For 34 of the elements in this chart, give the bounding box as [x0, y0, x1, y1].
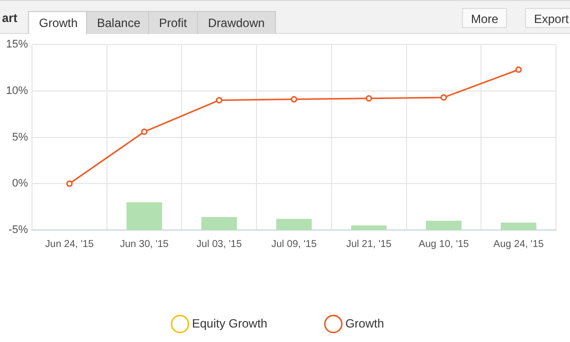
x-tick-label: Aug 10, '15 — [418, 238, 470, 250]
legend-label: Equity Growth — [192, 316, 268, 330]
point — [141, 128, 148, 135]
point — [216, 96, 222, 104]
y-tick-label: 15% — [6, 38, 28, 51]
y-tick-label: 0% — [12, 178, 28, 190]
y-tick-label: -5% — [8, 224, 28, 236]
x-tick-label: Jul 03, '15 — [196, 238, 242, 250]
text: Growth — [28, 11, 89, 34]
text: Drawdown — [197, 11, 276, 34]
text: Profit — [148, 11, 198, 34]
point — [366, 95, 372, 102]
chart-title: art — [2, 11, 18, 25]
bar — [201, 217, 237, 230]
y-tick-label: 10% — [6, 84, 28, 97]
point — [66, 180, 73, 187]
y-tick-label: 5% — [12, 131, 28, 144]
x-tick-label: Aug 24, '15 — [493, 238, 544, 250]
bar — [126, 202, 162, 230]
x-tick-label: Jun 30, '15 — [120, 238, 170, 250]
point — [440, 94, 447, 101]
text: More — [462, 8, 508, 28]
bar — [276, 218, 312, 230]
text: Export — [525, 8, 570, 28]
point — [290, 96, 298, 103]
x-tick-label: Jul 09, '15 — [271, 238, 318, 250]
bar — [351, 225, 387, 230]
bar — [500, 222, 536, 230]
x-tick-label: Jun 24, '15 — [45, 238, 94, 250]
point — [515, 66, 522, 73]
bar — [426, 220, 462, 230]
text: Balance — [86, 11, 152, 34]
x-tick-label: Jul 21, '15 — [346, 238, 392, 250]
legend-label: Growth — [345, 316, 384, 330]
